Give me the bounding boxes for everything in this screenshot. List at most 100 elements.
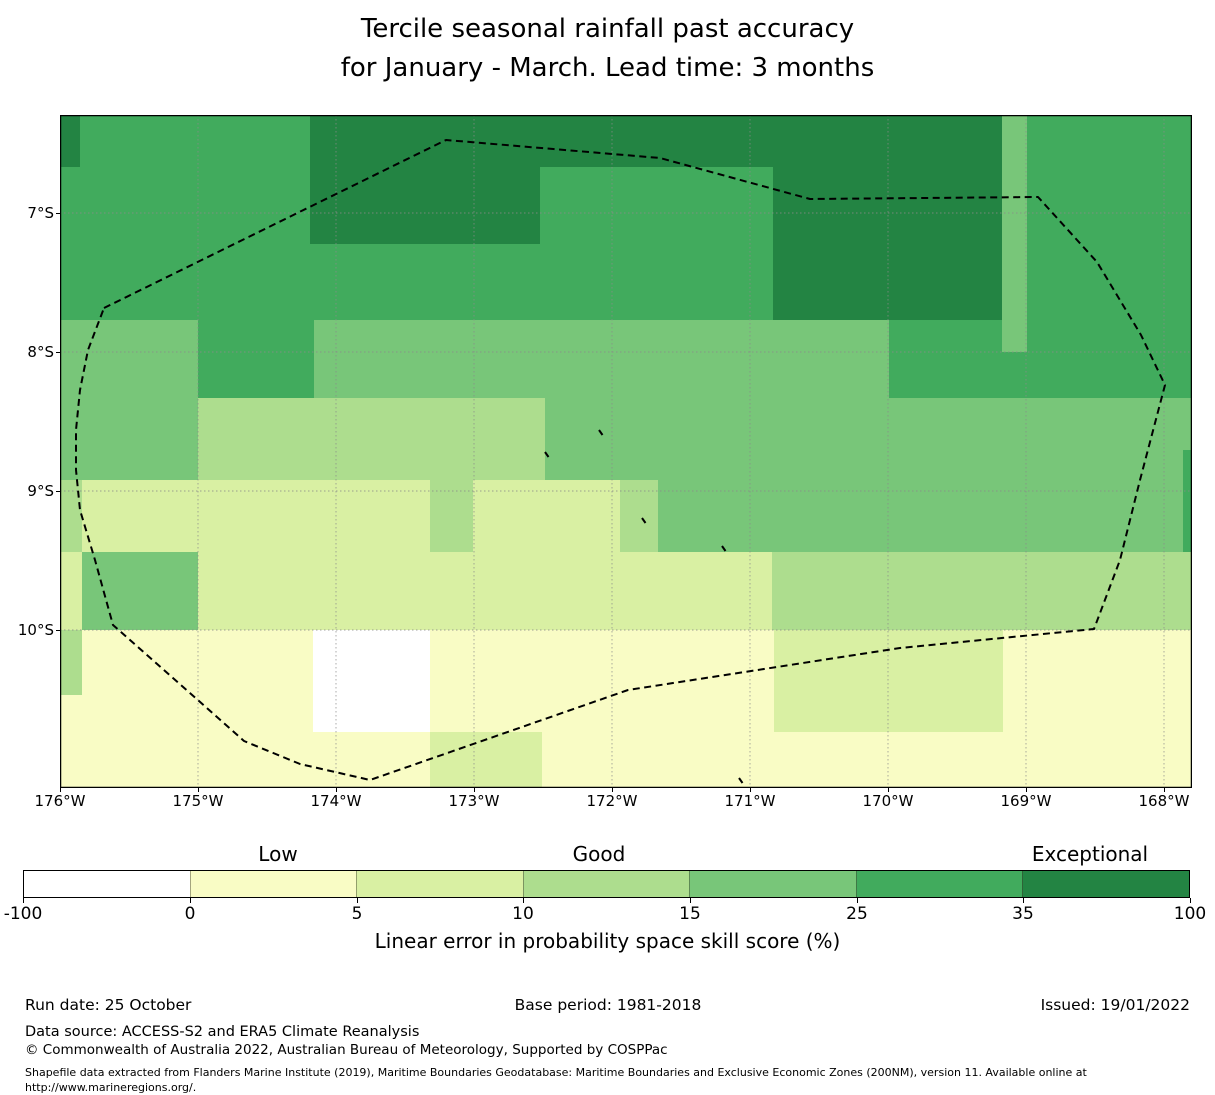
y-axis-tick [56,213,60,214]
x-axis-tick [1164,788,1165,792]
copyright-text: © Commonwealth of Australia 2022, Austra… [25,1042,668,1058]
map-cell [60,352,198,398]
map-frame [60,115,1192,788]
map-overlay [60,115,1192,788]
x-axis-tick [336,788,337,792]
x-axis-tick [1026,788,1027,792]
x-axis-tick [888,788,889,792]
map-cell [82,552,198,630]
map-cell [1027,244,1192,320]
map-cell [314,352,889,398]
map-cell [542,732,1192,788]
colorbar-tick-label: 35 [1012,904,1034,924]
colorbar-tick-label: 25 [846,904,868,924]
lon-tick-label: 171°W [724,792,776,810]
island-mark [721,545,727,552]
map-cell [82,630,313,695]
island-mark [544,451,550,458]
colorbar-zone-label: Good [572,842,626,866]
map-cell [60,695,313,732]
map-cell [430,695,774,732]
map-cell [310,167,540,244]
map-cell [198,352,314,398]
map-cell [430,732,542,788]
map-cell [60,630,82,695]
map-cell [1002,320,1027,352]
colorbar-tick-label: 5 [351,904,363,924]
map-cell [772,552,1192,630]
colorbar-caption: Linear error in probability space skill … [374,929,841,953]
map-cell [60,115,80,167]
y-axis-tick [56,352,60,353]
island-mark [641,517,647,524]
colorbar-zone-label: Exceptional [1031,842,1149,866]
map-plot-area [60,115,1192,788]
x-axis-tick [198,788,199,792]
x-axis-tick [750,788,751,792]
map-cell [473,480,620,552]
colorbar-tick-label: 15 [679,904,701,924]
map-cell [313,630,430,695]
colorbar [23,870,1190,898]
map-cell [60,320,198,352]
map-cell [313,695,430,732]
colorbar-segment [189,871,357,897]
data-source-text: Data source: ACCESS-S2 and ERA5 Climate … [25,1024,420,1040]
lat-tick-label: 7°S [27,204,54,222]
map-cell [1003,630,1192,695]
colorbar-tick [857,898,858,903]
map-cell [60,244,773,320]
map-cell [620,480,658,552]
map-cell [60,480,82,552]
map-cell [1027,320,1192,352]
colorbar-segment [1022,871,1190,897]
lat-tick-label: 9°S [27,482,54,500]
map-cell [198,320,314,352]
colorbar-tick-label: 0 [184,904,196,924]
map-cell [80,115,310,167]
colorbar-tick-label: 10 [512,904,534,924]
colorbar-tick-label: -100 [3,904,43,924]
map-cell [1183,450,1192,480]
chart-title-line1: Tercile seasonal rainfall past accuracy [360,14,855,44]
map-cell [60,398,198,480]
x-axis-tick [474,788,475,792]
map-cell [540,167,773,244]
colorbar-tick [23,898,24,903]
shapefile-note-line1: Shapefile data extracted from Flanders M… [25,1066,1087,1079]
colorbar-segment [689,871,856,897]
map-cell [1183,480,1192,552]
colorbar-tick [1023,898,1024,903]
lat-tick-label: 8°S [27,343,54,361]
lon-tick-label: 174°W [310,792,362,810]
y-axis-tick [56,491,60,492]
map-cell [430,480,473,552]
x-axis-tick [60,788,61,792]
colorbar-tick [190,898,191,903]
lon-tick-label: 170°W [862,792,914,810]
map-cell [1027,167,1192,244]
lon-tick-label: 173°W [448,792,500,810]
island-mark [598,429,604,436]
lon-tick-label: 169°W [1000,792,1052,810]
lon-tick-label: 175°W [172,792,224,810]
map-cell [198,552,772,630]
map-cell [314,320,889,352]
colorbar-segment [522,871,690,897]
map-cell [1003,695,1192,732]
map-cell [658,480,1183,552]
colorbar-segment [855,871,1023,897]
shapefile-note-line2: http://www.marineregions.org/. [25,1081,197,1094]
colorbar-zone-label: Low [258,842,298,866]
map-cell [198,398,545,480]
map-cell [1002,115,1027,167]
map-cell [1027,115,1192,167]
eez-boundary-line [75,139,1166,781]
colorbar-segment [356,871,523,897]
map-cell [60,167,310,244]
lon-tick-label: 168°W [1138,792,1190,810]
map-cell [1002,167,1027,244]
map-cell [1002,244,1027,320]
map-cell [545,398,1192,480]
